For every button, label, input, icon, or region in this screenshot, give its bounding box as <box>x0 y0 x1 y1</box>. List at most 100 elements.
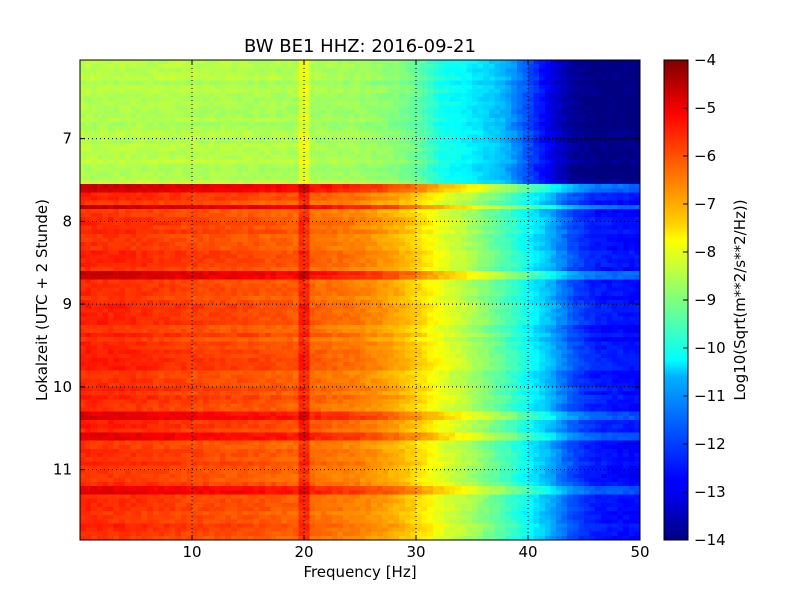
heatmap-cell <box>477 250 484 256</box>
heatmap-cell <box>628 175 635 181</box>
heatmap-cell <box>561 159 568 165</box>
heatmap-cell <box>500 76 507 82</box>
heatmap-cell <box>253 213 260 218</box>
heatmap-cell <box>634 60 641 65</box>
heatmap-cell <box>399 208 406 214</box>
heatmap-cell <box>147 138 154 144</box>
heatmap-cell <box>292 151 299 156</box>
heatmap-cell <box>550 109 557 115</box>
heatmap-cell <box>276 113 283 119</box>
heatmap-cell <box>85 254 92 260</box>
heatmap-cell <box>169 213 176 218</box>
heatmap-cell <box>281 254 288 260</box>
heatmap-cell <box>287 233 294 239</box>
heatmap-cell <box>427 229 434 235</box>
heatmap-cell <box>124 101 131 107</box>
heatmap-cell <box>108 250 115 256</box>
heatmap-cell <box>152 163 159 169</box>
heatmap-cell <box>158 192 165 198</box>
heatmap-cell <box>589 88 596 94</box>
heatmap-cell <box>600 192 607 198</box>
heatmap-cell <box>511 113 518 119</box>
heatmap-cell <box>572 167 579 173</box>
heatmap-cell <box>119 175 126 181</box>
heatmap-cell <box>102 60 109 65</box>
heatmap-cell <box>214 221 221 227</box>
heatmap-cell <box>248 72 255 78</box>
heatmap-cell <box>388 192 395 198</box>
heatmap-cell <box>421 151 428 156</box>
heatmap-cell <box>634 188 641 194</box>
heatmap-cell <box>578 113 585 119</box>
heatmap-cell <box>96 146 103 152</box>
heatmap-cell <box>634 159 641 165</box>
heatmap-cell <box>595 262 602 268</box>
heatmap-cell <box>152 84 159 90</box>
heatmap-cell <box>292 155 299 160</box>
heatmap-cell <box>320 84 327 90</box>
heatmap-cell <box>533 188 540 194</box>
heatmap-cell <box>113 204 120 210</box>
heatmap-cell <box>404 76 411 82</box>
heatmap-cell <box>449 93 456 98</box>
heatmap-cell <box>628 200 635 206</box>
heatmap-cell <box>326 138 333 144</box>
heatmap-cell <box>376 225 383 231</box>
heatmap-cell <box>500 196 507 202</box>
heatmap-cell <box>102 200 109 206</box>
heatmap-cell <box>343 113 350 119</box>
heatmap-cell <box>455 146 462 152</box>
heatmap-cell <box>432 117 439 123</box>
heatmap-cell <box>460 229 467 235</box>
heatmap-cell <box>455 101 462 107</box>
heatmap-cell <box>203 180 210 185</box>
heatmap-cell <box>175 142 182 148</box>
heatmap-cell <box>96 101 103 107</box>
heatmap-cell <box>292 80 299 86</box>
heatmap-cell <box>550 237 557 243</box>
heatmap-cell <box>85 64 92 69</box>
heatmap-cell <box>404 167 411 173</box>
heatmap-cell <box>528 171 535 177</box>
heatmap-cell <box>572 64 579 69</box>
heatmap-cell <box>220 126 227 131</box>
heatmap-cell <box>500 262 507 268</box>
heatmap-cell <box>572 200 579 206</box>
heatmap-cell <box>203 192 210 198</box>
heatmap-cell <box>102 97 109 102</box>
heatmap-cell <box>119 134 126 140</box>
heatmap-cell <box>169 155 176 160</box>
heatmap-cell <box>528 200 535 206</box>
heatmap-cell <box>410 163 417 169</box>
heatmap-cell <box>488 76 495 82</box>
heatmap-cell <box>432 60 439 65</box>
heatmap-cell <box>511 167 518 173</box>
heatmap-cell <box>276 192 283 198</box>
heatmap-cell <box>528 84 535 90</box>
heatmap-cell <box>600 151 607 156</box>
heatmap-cell <box>354 237 361 243</box>
heatmap-cell <box>332 175 339 181</box>
heatmap-cell <box>136 117 143 123</box>
heatmap-cell <box>326 113 333 119</box>
heatmap-cell <box>85 138 92 144</box>
heatmap-cell <box>332 242 339 247</box>
heatmap-cell <box>432 208 439 214</box>
heatmap-cell <box>287 258 294 264</box>
heatmap-cell <box>175 155 182 160</box>
heatmap-cell <box>606 229 613 235</box>
heatmap-cell <box>617 113 624 119</box>
heatmap-cell <box>600 117 607 123</box>
heatmap-cell <box>180 64 187 69</box>
heatmap-cell <box>175 258 182 264</box>
heatmap-cell <box>208 155 215 160</box>
heatmap-cell <box>438 151 445 156</box>
heatmap-cell <box>292 225 299 231</box>
heatmap-cell <box>388 167 395 173</box>
heatmap-cell <box>360 233 367 239</box>
heatmap-cell <box>477 175 484 181</box>
heatmap-cell <box>500 250 507 256</box>
heatmap-cell <box>343 229 350 235</box>
heatmap-cell <box>612 138 619 144</box>
heatmap-cell <box>169 64 176 69</box>
